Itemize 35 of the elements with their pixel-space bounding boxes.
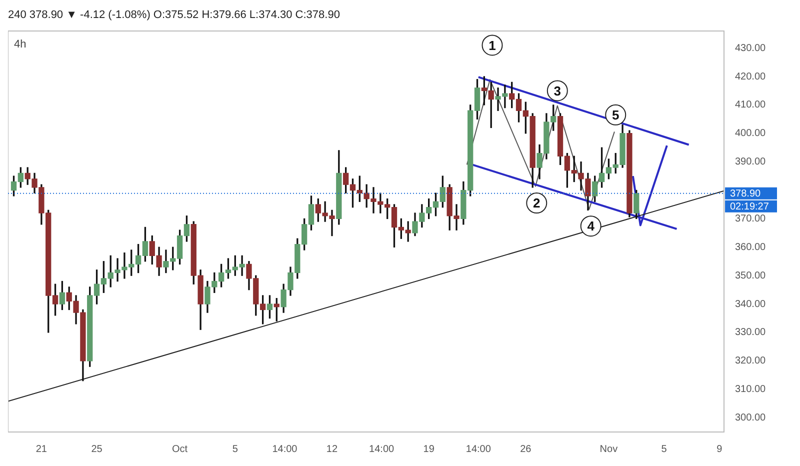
annotation: 3: [554, 83, 562, 98]
y-tick-label: 410.00: [735, 100, 766, 111]
y-tick-label: 420.00: [735, 71, 766, 82]
x-tick-label: 14:00: [466, 444, 492, 455]
text: 4h: [14, 38, 26, 51]
annotation: 5: [612, 107, 620, 122]
y-tick-label: 390.00: [735, 156, 766, 168]
x-tick-label: 9: [716, 444, 723, 455]
y-tick-label: 320.00: [735, 356, 766, 367]
x-tick-label: 21: [36, 444, 48, 455]
x-tick-label: 19: [423, 444, 435, 455]
x-tick-label: 14:00: [369, 444, 395, 455]
x-tick-label: 5: [232, 444, 238, 455]
annotation: 4: [587, 218, 596, 234]
x-tick-label: Nov: [600, 444, 618, 455]
ref-line-label: 378.90: [730, 188, 762, 200]
y-tick-label: 350.00: [735, 270, 766, 282]
x-tick-label: 12: [326, 444, 338, 455]
x-tick-label: 25: [91, 444, 103, 455]
x-tick-label: 14:00: [272, 444, 298, 455]
text: 02:19:27: [730, 202, 770, 213]
x-tick-label: 5: [661, 444, 668, 455]
y-tick-label: 430.00: [735, 42, 766, 54]
y-tick-label: 300.00: [735, 412, 766, 424]
y-tick-label: 360.00: [735, 242, 766, 253]
x-tick-label: 26: [520, 444, 532, 455]
chart-title: 240 378.90 ▼ -4.12 (-1.08%) O:375.52 H:379.66 L:374.30 C:378.90: [8, 8, 341, 22]
y-tick-label: 340.00: [735, 298, 766, 310]
y-tick-label: 400.00: [735, 128, 766, 140]
annotation: 2: [533, 196, 540, 211]
annotation: 1: [488, 38, 496, 53]
y-tick-label: 310.00: [735, 384, 766, 396]
y-tick-label: 330.00: [735, 327, 766, 338]
y-tick-label: 370.00: [735, 213, 766, 224]
x-tick-label: Oct: [172, 444, 188, 455]
